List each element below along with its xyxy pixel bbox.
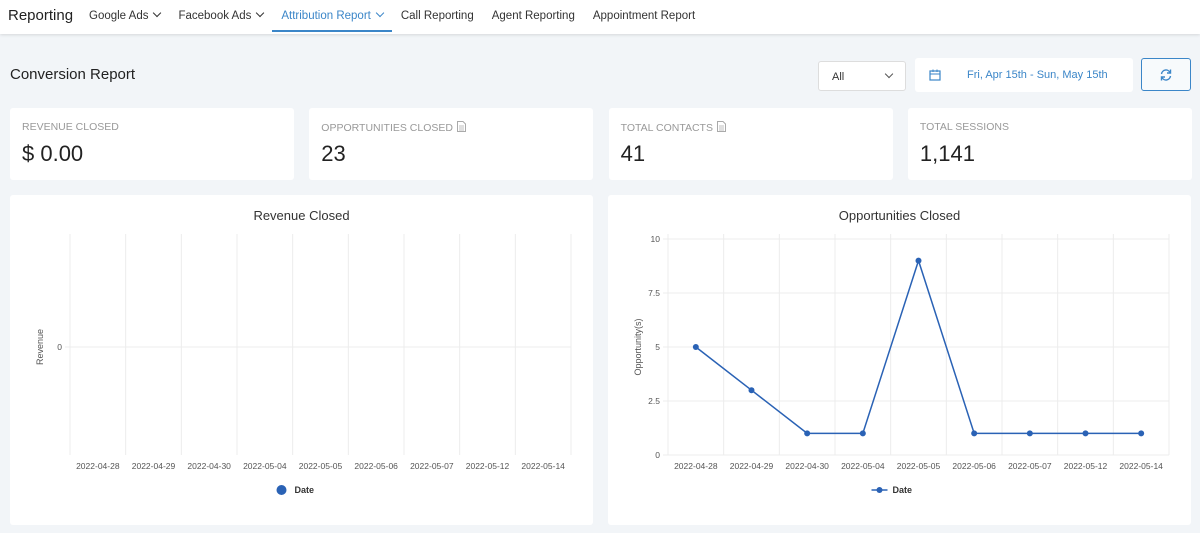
data-point xyxy=(748,387,755,394)
x-tick-label: 2022-05-06 xyxy=(354,461,398,471)
nav-item[interactable]: Facebook Ads xyxy=(169,0,272,32)
x-tick-label: 2022-04-28 xyxy=(76,461,120,471)
nav-items: Google Ads Facebook Ads Attribution Report… xyxy=(80,0,704,34)
refresh-icon xyxy=(1160,69,1172,81)
nav-bar: Reporting Google Ads Facebook Ads Attribut… xyxy=(0,0,1200,34)
x-tick-label: 2022-05-04 xyxy=(841,461,885,471)
x-tick-label: 2022-04-30 xyxy=(785,461,829,471)
y-tick-label: 7.5 xyxy=(648,288,660,298)
stat-card: OPPORTUNITIES CLOSED 23 xyxy=(309,108,594,180)
stat-label-text: OPPORTUNITIES CLOSED xyxy=(321,122,453,134)
stat-label: OPPORTUNITIES CLOSED xyxy=(321,121,466,134)
chart-title: Revenue Closed xyxy=(253,208,349,223)
legend-marker xyxy=(276,485,287,495)
nav-item-label: Call Reporting xyxy=(400,10,474,22)
doc-shape xyxy=(716,121,726,132)
stat-label: TOTAL CONTACTS xyxy=(621,121,726,134)
data-point xyxy=(915,257,922,264)
refresh-button[interactable] xyxy=(1141,58,1191,91)
nav-item[interactable]: Call Reporting xyxy=(392,0,483,32)
data-point xyxy=(1138,430,1145,437)
y-tick-label: 0 xyxy=(655,450,660,460)
stat-card: TOTAL SESSIONS 1,141 xyxy=(907,108,1192,180)
chevron xyxy=(884,69,894,79)
data-point xyxy=(692,344,699,350)
filter-select[interactable]: All xyxy=(818,61,906,91)
stat-label-text: TOTAL CONTACTS xyxy=(620,122,713,134)
chart-title: Opportunities Closed xyxy=(839,208,960,223)
y-tick-label: 5 xyxy=(655,342,660,352)
chart-panel: Revenue Closed Revenue 0 2022-04-28 2022-04-… xyxy=(10,195,593,525)
stat-value: 23 xyxy=(321,141,346,166)
doc-shape xyxy=(456,121,466,132)
data-point xyxy=(859,430,866,437)
x-tick-label: 2022-05-14 xyxy=(521,461,565,471)
stat-card: REVENUE CLOSED $ 0.00 xyxy=(10,108,294,180)
x-tick-label: 2022-04-30 xyxy=(187,461,231,471)
stat-value: $ 0.00 xyxy=(22,141,84,166)
y-tick-label: 2.5 xyxy=(648,396,660,406)
legend-marker xyxy=(876,487,883,493)
x-tick-label: 2022-05-12 xyxy=(1064,461,1108,471)
nav-title: Reporting xyxy=(8,7,74,24)
chart: Revenue Closed Revenue 0 2022-04-28 2022-04-… xyxy=(35,208,572,495)
x-tick-label: 2022-04-29 xyxy=(730,461,774,471)
x-tick-label: 2022-05-07 xyxy=(410,461,454,471)
x-tick-label: 2022-05-12 xyxy=(466,461,510,471)
x-tick-label: 2022-04-29 xyxy=(132,461,176,471)
stat-value: 41 xyxy=(620,141,646,166)
data-point xyxy=(804,430,811,437)
page-title: Conversion Report xyxy=(10,66,136,83)
nav-item-label: Appointment Report xyxy=(592,10,696,22)
doc-lines xyxy=(458,125,464,131)
nav-item[interactable]: Google Ads xyxy=(80,0,169,32)
filter-value: All xyxy=(832,71,845,83)
chart-panel: Opportunities Closed Opportunity(s) 0 2.5 5 7… xyxy=(608,195,1191,525)
doc-icon xyxy=(456,121,466,132)
nav-item[interactable]: Agent Reporting xyxy=(483,0,584,32)
x-tick-label: 2022-05-06 xyxy=(952,461,996,471)
stat-card: TOTAL CONTACTS 41 xyxy=(608,108,893,180)
stat-label-text: REVENUE CLOSED xyxy=(22,121,119,133)
y-axis-label: Opportunity(s) xyxy=(633,318,643,375)
x-tick-label: 2022-05-04 xyxy=(243,461,287,471)
date-range: Fri, Apr 15th - Sun, May 15th xyxy=(967,69,1108,81)
date-picker[interactable]: Fri, Apr 15th - Sun, May 15th xyxy=(915,58,1133,92)
chevron xyxy=(375,8,385,18)
stat-label: TOTAL SESSIONS xyxy=(920,121,1009,133)
data-point xyxy=(1026,430,1033,437)
chart: Opportunities Closed Opportunity(s) 0 2.5 5 7… xyxy=(633,208,1170,495)
chevron xyxy=(153,8,162,18)
y-tick-label: 10 xyxy=(651,234,661,244)
calendar-icon xyxy=(929,69,941,81)
x-tick-label: 2022-04-28 xyxy=(674,461,718,471)
nav-item-label: Google Ads xyxy=(89,10,149,22)
stat-label-text: TOTAL SESSIONS xyxy=(919,121,1009,133)
doc-icon xyxy=(716,121,726,132)
legend-label: Date xyxy=(295,485,315,495)
x-tick-label: 2022-05-05 xyxy=(897,461,941,471)
nav-item-label: Attribution Report xyxy=(281,10,371,22)
legend-label: Date xyxy=(893,485,913,495)
nav-item-label: Agent Reporting xyxy=(491,10,575,22)
y-tick-label: 0 xyxy=(57,342,62,352)
doc-lines xyxy=(718,125,724,131)
nav-item[interactable]: Attribution Report xyxy=(272,0,392,32)
nav-item-label: Facebook Ads xyxy=(178,10,252,22)
data-point xyxy=(1082,430,1089,437)
x-tick-label: 2022-05-14 xyxy=(1119,461,1163,471)
nav-item[interactable]: Appointment Report xyxy=(584,0,704,32)
data-point xyxy=(971,430,978,437)
x-tick-label: 2022-05-07 xyxy=(1008,461,1052,471)
chevron xyxy=(256,8,265,18)
stat-value: 1,141 xyxy=(919,141,975,166)
y-axis-label: Revenue xyxy=(35,329,45,365)
x-tick-label: 2022-05-05 xyxy=(299,461,343,471)
stat-label: REVENUE CLOSED xyxy=(22,121,119,133)
